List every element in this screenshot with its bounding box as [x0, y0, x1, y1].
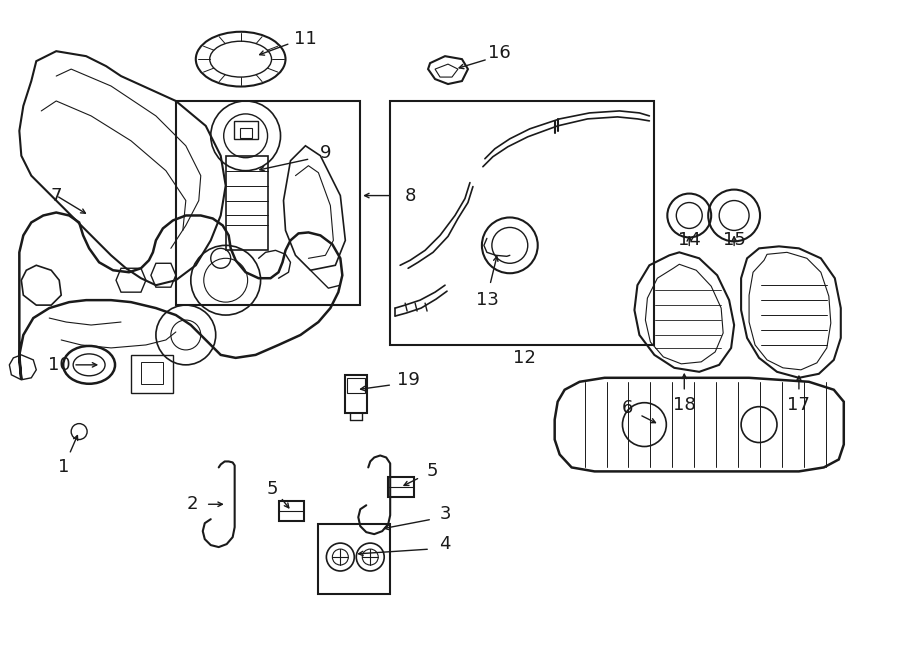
Bar — [388, 477, 414, 497]
Bar — [319, 524, 391, 594]
Text: 18: 18 — [673, 396, 696, 414]
Bar — [131, 355, 173, 393]
Text: 17: 17 — [788, 396, 810, 414]
Text: 19: 19 — [397, 371, 419, 389]
Text: 8: 8 — [404, 186, 416, 204]
Text: 4: 4 — [439, 535, 451, 553]
Text: 14: 14 — [678, 231, 701, 249]
Text: 1: 1 — [58, 459, 69, 477]
Text: 12: 12 — [513, 349, 536, 367]
Text: 7: 7 — [50, 186, 62, 204]
Text: 11: 11 — [294, 30, 317, 48]
Text: 16: 16 — [489, 44, 511, 62]
Text: 10: 10 — [48, 356, 70, 374]
Bar — [347, 378, 365, 393]
Bar — [278, 501, 304, 521]
Bar — [226, 156, 267, 251]
Text: 5: 5 — [266, 481, 278, 498]
Bar — [346, 375, 367, 412]
Bar — [234, 121, 257, 139]
Bar — [176, 101, 360, 305]
Text: 2: 2 — [187, 495, 199, 514]
Text: 15: 15 — [723, 231, 745, 249]
Bar — [391, 101, 654, 345]
Text: 13: 13 — [476, 291, 500, 309]
Bar — [141, 362, 163, 384]
Text: 6: 6 — [622, 399, 633, 416]
Text: 3: 3 — [439, 505, 451, 524]
Bar — [239, 128, 252, 137]
Text: 9: 9 — [320, 143, 331, 162]
Text: 5: 5 — [427, 463, 437, 481]
